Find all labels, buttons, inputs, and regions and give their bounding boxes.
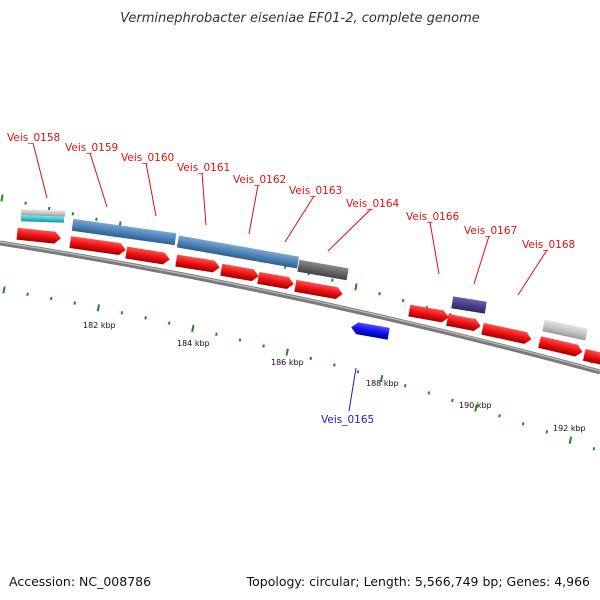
scale-label: 190 kbp (459, 401, 492, 410)
tick-mark (96, 304, 101, 312)
tick-mark (215, 332, 218, 336)
upper-strand-features (20, 209, 588, 341)
tick-mark (379, 375, 384, 383)
cds-arrow[interactable] (175, 254, 220, 274)
cds-arrow[interactable] (408, 304, 449, 324)
feature-veis-0158-cyan[interactable] (20, 215, 65, 223)
tick-mark (167, 321, 171, 325)
tick-mark (568, 436, 573, 444)
leader-line (248, 184, 259, 235)
genome-summary-text: Topology: circular; Length: 5,566,749 bp… (246, 574, 590, 589)
cds-arrow[interactable] (220, 263, 260, 282)
tick-mark (120, 311, 124, 315)
gene-label[interactable]: Veis_0162 (233, 174, 286, 186)
gene-label[interactable]: Veis_0167 (464, 225, 517, 237)
cds-arrow[interactable] (481, 322, 532, 345)
leader-line (348, 367, 357, 412)
gene-label[interactable]: Veis_0161 (177, 162, 230, 174)
tick-mark (545, 430, 549, 434)
cds-arrow[interactable] (257, 271, 295, 290)
tick-mark (49, 296, 53, 301)
feature-veis-0158-gray[interactable] (21, 209, 66, 217)
leader-line (89, 152, 108, 208)
feature-veis-0161-0163[interactable] (176, 235, 300, 269)
cds-arrow[interactable] (538, 336, 584, 358)
tick-mark (0, 194, 4, 202)
tick-mark (238, 338, 242, 342)
leader-line (32, 142, 48, 199)
leader-lines (32, 142, 548, 412)
gene-label[interactable]: Veis_0165 (321, 414, 374, 426)
tick-mark (71, 212, 75, 216)
tick-mark (451, 398, 454, 403)
gene-labels: Veis_0158 Veis_0159 Veis_0160 Veis_0161 … (7, 132, 575, 426)
cds-arrow[interactable] (294, 279, 343, 300)
leader-line (327, 208, 372, 252)
tick-mark (73, 301, 77, 305)
cds-arrow[interactable] (16, 227, 61, 245)
tick-mark (521, 422, 525, 426)
feature-veis-0165[interactable] (350, 321, 390, 340)
map-title: Verminephrobacter eiseniae EF01-2, compl… (120, 11, 479, 26)
leader-line (201, 172, 207, 226)
tick-mark (378, 292, 381, 296)
cds-arrow[interactable] (582, 348, 600, 367)
tick-mark (2, 286, 6, 294)
tick-mark (309, 356, 313, 361)
tick-mark (592, 447, 596, 451)
scale-label: 186 kbp (271, 358, 304, 367)
tick-mark (331, 278, 334, 282)
tick-mark (191, 324, 195, 333)
tick-mark (26, 292, 29, 296)
scale-label: 192 kbp (553, 424, 586, 433)
tick-mark (498, 414, 501, 418)
tick-mark (403, 384, 407, 388)
cds-arrow[interactable] (125, 246, 170, 266)
leader-line (284, 195, 315, 243)
leader-line (429, 221, 440, 275)
gene-label[interactable]: Veis_0160 (121, 152, 174, 164)
genome-backbone-highlight (0, 241, 600, 372)
tick-mark (262, 344, 265, 348)
leader-line (473, 235, 490, 285)
tick-mark (356, 370, 360, 374)
tick-mark (474, 404, 478, 412)
cds-arrows (16, 227, 600, 367)
gene-label[interactable]: Veis_0158 (7, 132, 60, 144)
gene-label[interactable]: Veis_0164 (346, 198, 400, 210)
leader-line (145, 162, 157, 217)
feature-veis-0168[interactable] (542, 319, 588, 341)
feature-veis-0166[interactable] (451, 296, 487, 314)
feature-veis-0159[interactable] (71, 218, 177, 246)
leader-line (517, 249, 548, 296)
scale-label: 184 kbp (177, 339, 210, 348)
tick-mark (285, 348, 289, 356)
tick-mark (427, 391, 431, 395)
gene-label[interactable]: Veis_0168 (522, 239, 575, 251)
tick-mark (354, 283, 358, 291)
cds-arrow[interactable] (446, 313, 482, 332)
gene-label[interactable]: Veis_0163 (289, 185, 342, 197)
accession-text: Accession: NC_008786 (9, 574, 152, 589)
tick-mark (401, 298, 405, 303)
tick-mark (47, 206, 51, 211)
tick-mark (95, 217, 98, 221)
tick-mark (144, 316, 147, 320)
scale-label: 182 kbp (83, 321, 116, 330)
gene-label[interactable]: Veis_0159 (65, 142, 118, 154)
scale-label: 188 kbp (366, 379, 399, 388)
tick-mark (24, 201, 27, 205)
feature-veis-0164[interactable] (297, 259, 349, 281)
scale-labels: 182 kbp 184 kbp 186 kbp 188 kbp 190 kbp … (83, 321, 586, 433)
gene-label[interactable]: Veis_0166 (406, 211, 460, 223)
genome-backbone (0, 240, 600, 375)
cds-arrow[interactable] (69, 236, 126, 256)
tick-mark (333, 363, 336, 367)
